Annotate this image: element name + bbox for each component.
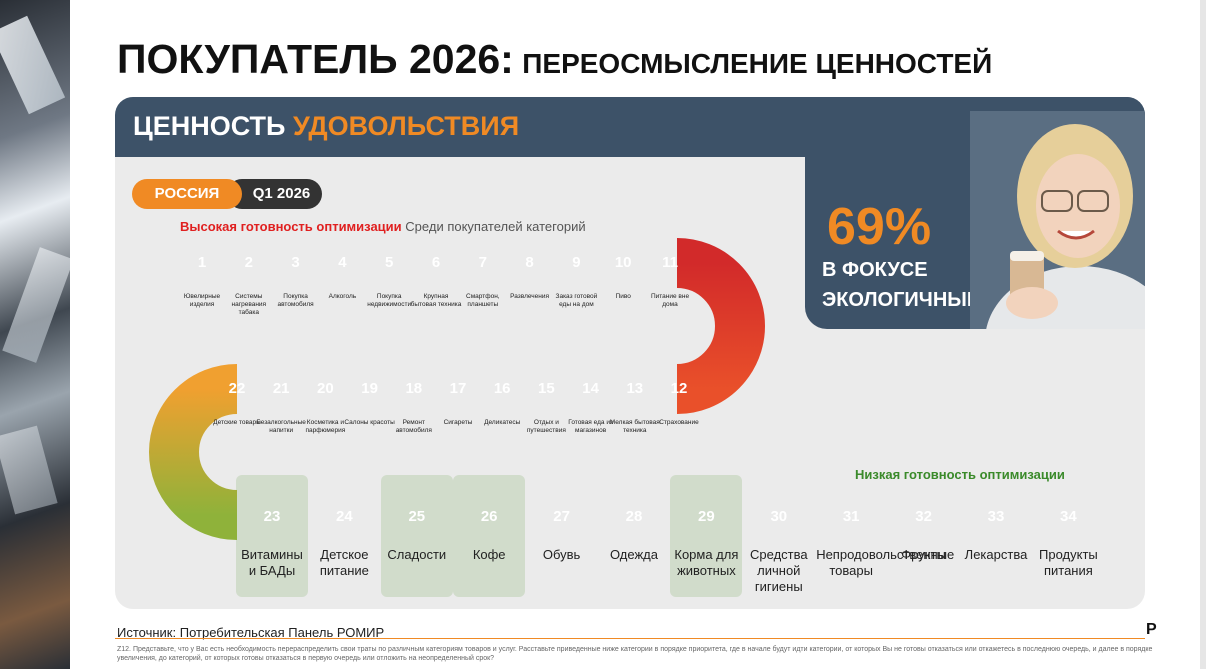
category-label: Безалкогольные напитки xyxy=(256,419,306,434)
category-rank: 21 xyxy=(272,380,290,397)
category-rank: 14 xyxy=(582,380,599,397)
category-label: Развлечения xyxy=(510,293,550,300)
category-rank: 22 xyxy=(228,380,246,397)
category-label: Салоны красоты xyxy=(344,419,395,426)
high-readiness-suffix: Среди покупателей категорий xyxy=(405,219,586,234)
category-rank: 23 xyxy=(263,508,281,525)
category-rank: 19 xyxy=(361,380,378,397)
category-rank: 15 xyxy=(538,380,555,397)
category-rank: 16 xyxy=(493,380,511,397)
category-rank: 29 xyxy=(698,508,715,525)
category-rank: 33 xyxy=(987,508,1005,525)
road-turn-left xyxy=(149,364,239,540)
category-label: Средства личной гигиены xyxy=(750,547,808,594)
road-turn-right xyxy=(675,238,765,414)
category-label: Сладости xyxy=(387,547,447,562)
category-rank: 12 xyxy=(670,380,688,397)
category-rank: 13 xyxy=(626,380,644,397)
romir-logo: P xyxy=(1146,621,1157,638)
category-label: Заказ готовой еды на дом xyxy=(555,293,598,308)
category-label: Косметика и парфюмерия xyxy=(305,419,346,434)
category-rank: 25 xyxy=(408,508,426,525)
category-rank: 11 xyxy=(662,254,678,271)
category-rank: 32 xyxy=(915,508,932,525)
card-title: ЦЕННОСТЬ УДОВОЛЬСТВИЯ xyxy=(133,111,519,142)
stat-caption-line1: В ФОКУСЕ xyxy=(822,259,928,281)
category-label: Кофе xyxy=(472,547,506,562)
category-label: Алкоголь xyxy=(328,293,357,300)
category-label: Ремонт автомобиля xyxy=(395,419,432,434)
category-label: Готовая еда из магазинов xyxy=(568,419,613,434)
period-badge: Q1 2026 xyxy=(227,179,322,209)
category-rank: 34 xyxy=(1060,508,1077,525)
category-label: Покупка недвижимости xyxy=(367,293,412,308)
source-note: Источник: Потребительская Панель РОМИР xyxy=(117,625,385,640)
category-label: Системы нагревания табака xyxy=(231,293,267,316)
title-sub: ПЕРЕОСМЫСЛЕНИЕ ЦЕННОСТЕЙ xyxy=(522,48,993,79)
woman-with-coffee-photo xyxy=(970,111,1145,329)
category-rank: 2 xyxy=(244,254,253,271)
category-rank: 4 xyxy=(338,254,347,271)
category-rank: 7 xyxy=(478,254,487,271)
category-rank: 30 xyxy=(770,508,788,525)
question-footnote: Z12. Представьте, что у Вас есть необход… xyxy=(117,646,1153,662)
category-label: Сигареты xyxy=(443,419,473,426)
category-rank: 8 xyxy=(525,254,534,271)
category-rank: 20 xyxy=(317,380,334,397)
low-readiness-label: Низкая готовность оптимизации xyxy=(855,467,1065,482)
category-rank: 31 xyxy=(842,508,860,525)
category-label: Мелкая бытовая техника xyxy=(609,419,660,434)
category-rank: 1 xyxy=(197,254,207,271)
high-readiness-text: Высокая готовность оптимизации xyxy=(180,219,402,234)
category-rank: 26 xyxy=(480,508,498,525)
page-edge xyxy=(1200,0,1206,669)
category-label: Корма для животных xyxy=(674,547,739,578)
category-rank: 18 xyxy=(405,380,423,397)
footer-rule xyxy=(115,638,1145,639)
region-label: РОССИЯ xyxy=(154,185,220,202)
category-rank: 17 xyxy=(449,380,467,397)
category-label: Обувь xyxy=(542,547,581,562)
card-title-part2: УДОВОЛЬСТВИЯ xyxy=(292,111,520,141)
category-rank: 5 xyxy=(385,254,394,271)
category-label: Витамины и БАДы xyxy=(241,547,303,578)
decorative-crystal-image xyxy=(0,0,70,669)
category-rank: 3 xyxy=(291,254,300,271)
value-card: ЦЕННОСТЬ УДОВОЛЬСТВИЯ Q1 2026 РОССИЯ Выс… xyxy=(115,97,1145,609)
category-label: Одежда xyxy=(609,547,658,562)
page-title: ПОКУПАТЕЛЬ 2026: ПЕРЕОСМЫСЛЕНИЕ ЦЕННОСТЕ… xyxy=(117,36,992,83)
category-label: Покупка автомобиля xyxy=(277,293,314,308)
category-rank: 28 xyxy=(625,508,643,525)
category-rank: 10 xyxy=(614,254,632,271)
card-title-part1: ЦЕННОСТЬ xyxy=(133,111,286,141)
category-label: Смартфон, планшеты xyxy=(466,293,500,308)
category-rank: 27 xyxy=(553,508,570,525)
category-label: Детские товары xyxy=(213,419,261,426)
period-label: Q1 2026 xyxy=(252,185,311,202)
category-label: Продукты питания xyxy=(1039,547,1098,578)
category-label: Пиво xyxy=(615,293,631,300)
category-label: Непродовольственные товары xyxy=(816,547,955,578)
region-badge: РОССИЯ xyxy=(132,179,242,209)
title-main: ПОКУПАТЕЛЬ 2026: xyxy=(117,36,514,82)
category-rank: 24 xyxy=(336,508,353,525)
stat-value: 69% xyxy=(827,198,932,256)
category-label: Лекарства xyxy=(964,547,1028,562)
category-label: Крупная бытовая техника xyxy=(410,293,462,308)
category-label: Деликатесы xyxy=(484,419,521,426)
category-rank: 9 xyxy=(572,254,581,271)
category-label: Фрукты xyxy=(901,547,946,562)
high-readiness-label: Высокая готовность оптимизации Среди пок… xyxy=(180,219,586,234)
snake-road xyxy=(149,238,1125,540)
category-label: Отдых и путешествия xyxy=(526,419,566,434)
category-label: Страхование xyxy=(659,419,699,426)
category-label: Питание вне дома xyxy=(650,293,690,308)
category-rank: 6 xyxy=(431,254,441,271)
category-label: Ювелирные изделия xyxy=(183,293,221,308)
category-label: Детское питание xyxy=(319,547,369,578)
